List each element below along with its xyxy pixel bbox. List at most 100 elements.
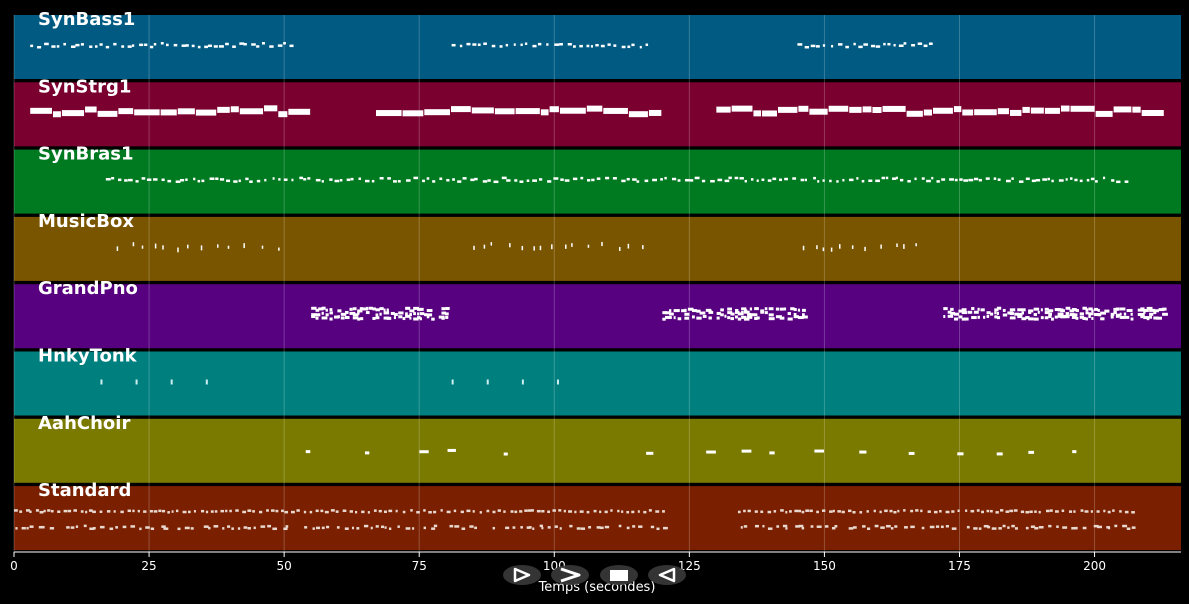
note-mark	[383, 308, 386, 312]
note-mark	[1119, 312, 1122, 316]
note-mark	[899, 178, 904, 182]
note-mark	[1153, 311, 1157, 315]
note-mark	[997, 108, 1009, 115]
note-mark	[364, 451, 370, 455]
note-mark	[760, 310, 765, 314]
note-mark	[213, 45, 218, 48]
note-mark	[568, 510, 573, 513]
note-mark	[579, 44, 583, 48]
note-mark	[569, 524, 573, 528]
note-mark	[208, 44, 212, 48]
note-mark	[311, 306, 317, 310]
note-mark	[469, 525, 474, 528]
note-mark	[1132, 106, 1141, 113]
note-mark	[100, 379, 103, 385]
note-mark	[921, 177, 925, 180]
note-mark	[526, 526, 531, 529]
note-mark	[590, 45, 594, 48]
note-mark	[785, 527, 788, 530]
note-mark	[393, 316, 397, 320]
note-mark	[388, 509, 393, 513]
note-mark	[25, 509, 30, 512]
note-mark	[520, 526, 523, 529]
note-mark	[949, 178, 954, 181]
note-mark	[413, 312, 416, 316]
note-mark	[80, 43, 84, 46]
note-mark	[1065, 178, 1068, 181]
note-mark	[1051, 179, 1054, 183]
note-mark	[536, 509, 541, 513]
note-mark	[405, 527, 411, 530]
note-mark	[951, 510, 955, 513]
note-mark	[892, 177, 897, 180]
stop-button[interactable]	[600, 565, 638, 585]
note-mark	[1028, 309, 1034, 313]
note-mark	[627, 45, 631, 49]
rewind-button[interactable]	[648, 565, 686, 585]
note-mark	[921, 526, 925, 530]
note-mark	[499, 45, 503, 48]
note-mark	[509, 243, 511, 248]
note-mark	[262, 42, 265, 45]
note-mark	[49, 527, 55, 530]
note-mark	[926, 179, 931, 183]
note-mark	[1079, 179, 1083, 183]
note-mark	[503, 510, 506, 513]
note-mark	[1055, 510, 1059, 513]
note-mark	[67, 509, 72, 513]
note-mark	[586, 105, 603, 112]
note-mark	[538, 178, 543, 181]
note-mark	[324, 510, 329, 514]
note-mark	[445, 312, 449, 316]
note-mark	[29, 510, 32, 514]
note-mark	[30, 107, 52, 114]
note-mark	[1153, 316, 1159, 320]
note-mark	[251, 43, 256, 46]
note-mark	[424, 313, 428, 317]
note-mark	[419, 312, 425, 316]
track-lane-synbras1	[14, 149, 1181, 214]
note-mark	[737, 317, 742, 321]
note-mark	[754, 316, 758, 320]
note-mark	[188, 510, 191, 514]
play-button[interactable]	[503, 565, 541, 585]
note-mark	[677, 309, 680, 313]
note-mark	[735, 308, 739, 312]
note-mark	[809, 108, 828, 115]
note-mark	[218, 45, 224, 48]
note-mark	[923, 44, 928, 48]
note-mark	[486, 379, 489, 385]
note-mark	[171, 510, 174, 513]
note-mark	[441, 311, 447, 315]
note-mark	[197, 179, 201, 183]
note-mark	[1100, 311, 1106, 315]
note-mark	[727, 316, 731, 320]
note-mark	[487, 179, 491, 182]
fast-forward-button[interactable]	[551, 565, 589, 585]
note-mark	[631, 43, 635, 47]
track-label: MusicBox	[38, 211, 134, 232]
note-mark	[264, 105, 278, 112]
note-mark	[1071, 527, 1076, 530]
track-label: HnkyTonk	[38, 346, 138, 367]
note-mark	[365, 311, 370, 315]
note-mark	[646, 451, 654, 455]
note-mark	[128, 178, 133, 182]
note-mark	[837, 510, 841, 513]
note-mark	[1119, 307, 1126, 311]
note-mark	[903, 42, 907, 45]
note-mark	[513, 43, 516, 46]
note-mark	[473, 245, 475, 250]
note-mark	[217, 106, 230, 113]
note-mark	[720, 308, 724, 312]
note-mark	[684, 308, 687, 312]
note-mark	[989, 509, 993, 513]
note-mark	[1009, 308, 1016, 312]
note-mark	[1095, 110, 1113, 117]
note-mark	[731, 105, 753, 112]
note-mark	[127, 509, 131, 513]
note-mark	[237, 527, 241, 530]
note-mark	[466, 42, 471, 46]
note-mark	[699, 311, 706, 315]
note-mark	[222, 527, 225, 530]
